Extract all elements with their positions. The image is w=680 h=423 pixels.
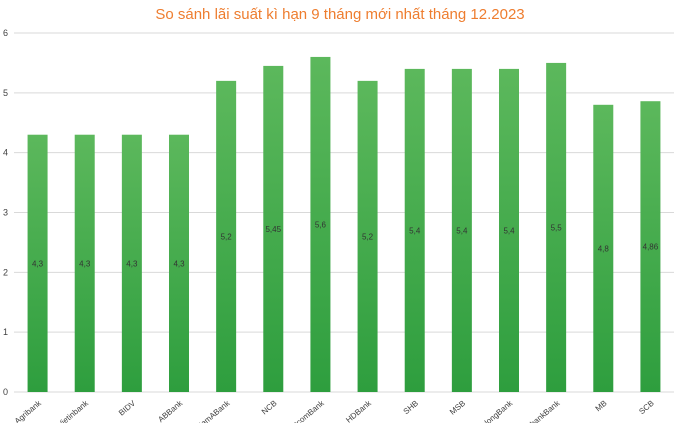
y-tick-label: 0 — [3, 387, 8, 397]
data-label: 5,45 — [265, 225, 281, 234]
y-tick-label: 5 — [3, 88, 8, 98]
x-tick-label: SCB — [637, 399, 655, 416]
y-tick-label: 6 — [3, 28, 8, 38]
bar — [263, 65, 284, 393]
bar — [357, 80, 378, 392]
y-tick-label: 3 — [3, 208, 8, 218]
data-label: 4,3 — [79, 259, 91, 268]
x-tick-label: VietcomBank — [284, 398, 327, 423]
x-tick-label: SHB — [402, 399, 420, 416]
bar — [451, 68, 472, 393]
data-label: 5,6 — [315, 220, 327, 229]
bar — [546, 62, 567, 393]
data-label: 4,3 — [126, 259, 138, 268]
x-tick-label: BIDV — [117, 398, 138, 417]
data-label: 5,5 — [551, 223, 563, 232]
data-label: 4,8 — [598, 244, 610, 253]
x-tick-label: ABBank — [156, 398, 185, 423]
y-tick-label: 4 — [3, 148, 8, 158]
data-label: 4,86 — [643, 243, 659, 252]
bar — [74, 134, 95, 392]
x-tick-label: MSB — [448, 399, 467, 417]
bar — [310, 56, 331, 392]
data-label: 5,4 — [409, 226, 421, 235]
x-tick-label: SaigonbankBank — [509, 398, 562, 423]
data-label: 4,3 — [32, 259, 44, 268]
bar — [499, 68, 519, 393]
bar — [404, 68, 425, 393]
bar — [169, 134, 189, 392]
y-tick-label: 1 — [3, 327, 8, 337]
x-tick-label: Agribank — [13, 398, 44, 423]
bar — [121, 134, 142, 392]
y-tick-label: 2 — [3, 267, 8, 277]
x-tick-label: NCB — [260, 399, 279, 417]
bar — [593, 104, 614, 393]
x-tick-label: HDBank — [344, 398, 373, 423]
data-label: 4,3 — [173, 259, 185, 268]
bar — [216, 80, 237, 392]
x-tick-label: KienlongBank — [471, 398, 515, 423]
x-tick-label: NamABank — [195, 398, 233, 423]
data-label: 5,4 — [503, 226, 515, 235]
data-label: 5,4 — [456, 226, 468, 235]
bar — [640, 101, 661, 393]
data-label: 5,2 — [221, 232, 233, 241]
bar-layer — [27, 56, 661, 393]
bar — [27, 134, 48, 392]
chart-title: So sánh lãi suất kì hạn 9 tháng mới nhất… — [155, 6, 525, 23]
grid-layer — [14, 32, 674, 393]
data-label: 5,2 — [362, 232, 374, 241]
x-tick-label: Vietinbank — [56, 398, 91, 423]
x-tick-label: MB — [594, 399, 609, 414]
